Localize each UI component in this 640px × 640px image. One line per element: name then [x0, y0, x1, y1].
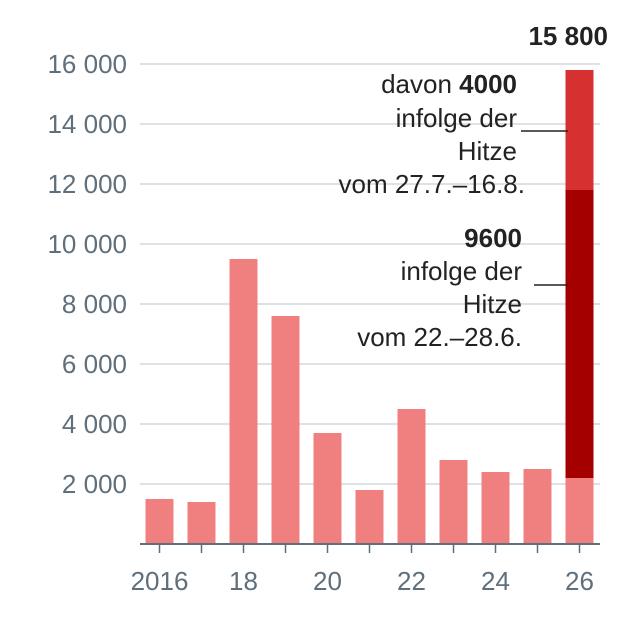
upper-annotation-line3: Hitze — [458, 136, 517, 166]
upper-annotation-value: 4000 — [459, 69, 517, 99]
y-tick-label: 4 000 — [62, 409, 127, 439]
x-tick-label: 18 — [229, 566, 258, 596]
bar — [397, 409, 426, 544]
x-tick-label: 24 — [481, 566, 510, 596]
bar-segment-1 — [565, 478, 594, 544]
lower-annotation-line4: vom 22.–28.6. — [357, 322, 522, 352]
x-tick-label: 20 — [313, 566, 342, 596]
y-tick-label: 6 000 — [62, 349, 127, 379]
total-label: 15 800 — [528, 21, 608, 51]
x-axis-ticks: 2016 18 20 22 24 26 — [131, 544, 594, 596]
bar — [271, 316, 300, 544]
lower-annotation-line3: Hitze — [463, 289, 522, 319]
bars — [145, 70, 594, 544]
y-tick-label: 12 000 — [47, 169, 127, 199]
bar-segment-2 — [565, 190, 594, 478]
bar — [439, 460, 468, 544]
bar — [145, 499, 174, 544]
lower-annotation-line2: infolge der — [401, 256, 523, 286]
x-tick-label: 26 — [565, 566, 594, 596]
y-tick-label: 16 000 — [47, 49, 127, 79]
bar — [355, 490, 384, 544]
upper-annotation-line1: davon 4000 — [381, 69, 517, 99]
y-tick-label: 14 000 — [47, 109, 127, 139]
y-axis-ticks: 2 000 4 000 6 000 8 000 10 000 12 000 14 000 16… — [47, 49, 127, 499]
bar-segment-3 — [565, 70, 594, 190]
y-tick-label: 2 000 — [62, 469, 127, 499]
y-tick-label: 8 000 — [62, 289, 127, 319]
bar — [229, 259, 258, 544]
upper-annotation-line4: vom 27.7.–16.8. — [339, 169, 525, 199]
upper-annotation-line2: infolge der — [396, 103, 518, 133]
y-tick-label: 10 000 — [47, 229, 127, 259]
x-tick-label: 22 — [397, 566, 426, 596]
lower-annotation-value: 9600 — [464, 223, 522, 253]
bar — [313, 433, 342, 544]
gridlines — [140, 63, 600, 485]
bar — [187, 502, 216, 544]
bar — [523, 469, 552, 544]
upper-annotation-prefix: davon — [381, 69, 459, 99]
x-tick-label: 2016 — [131, 566, 189, 596]
bar — [481, 472, 510, 544]
